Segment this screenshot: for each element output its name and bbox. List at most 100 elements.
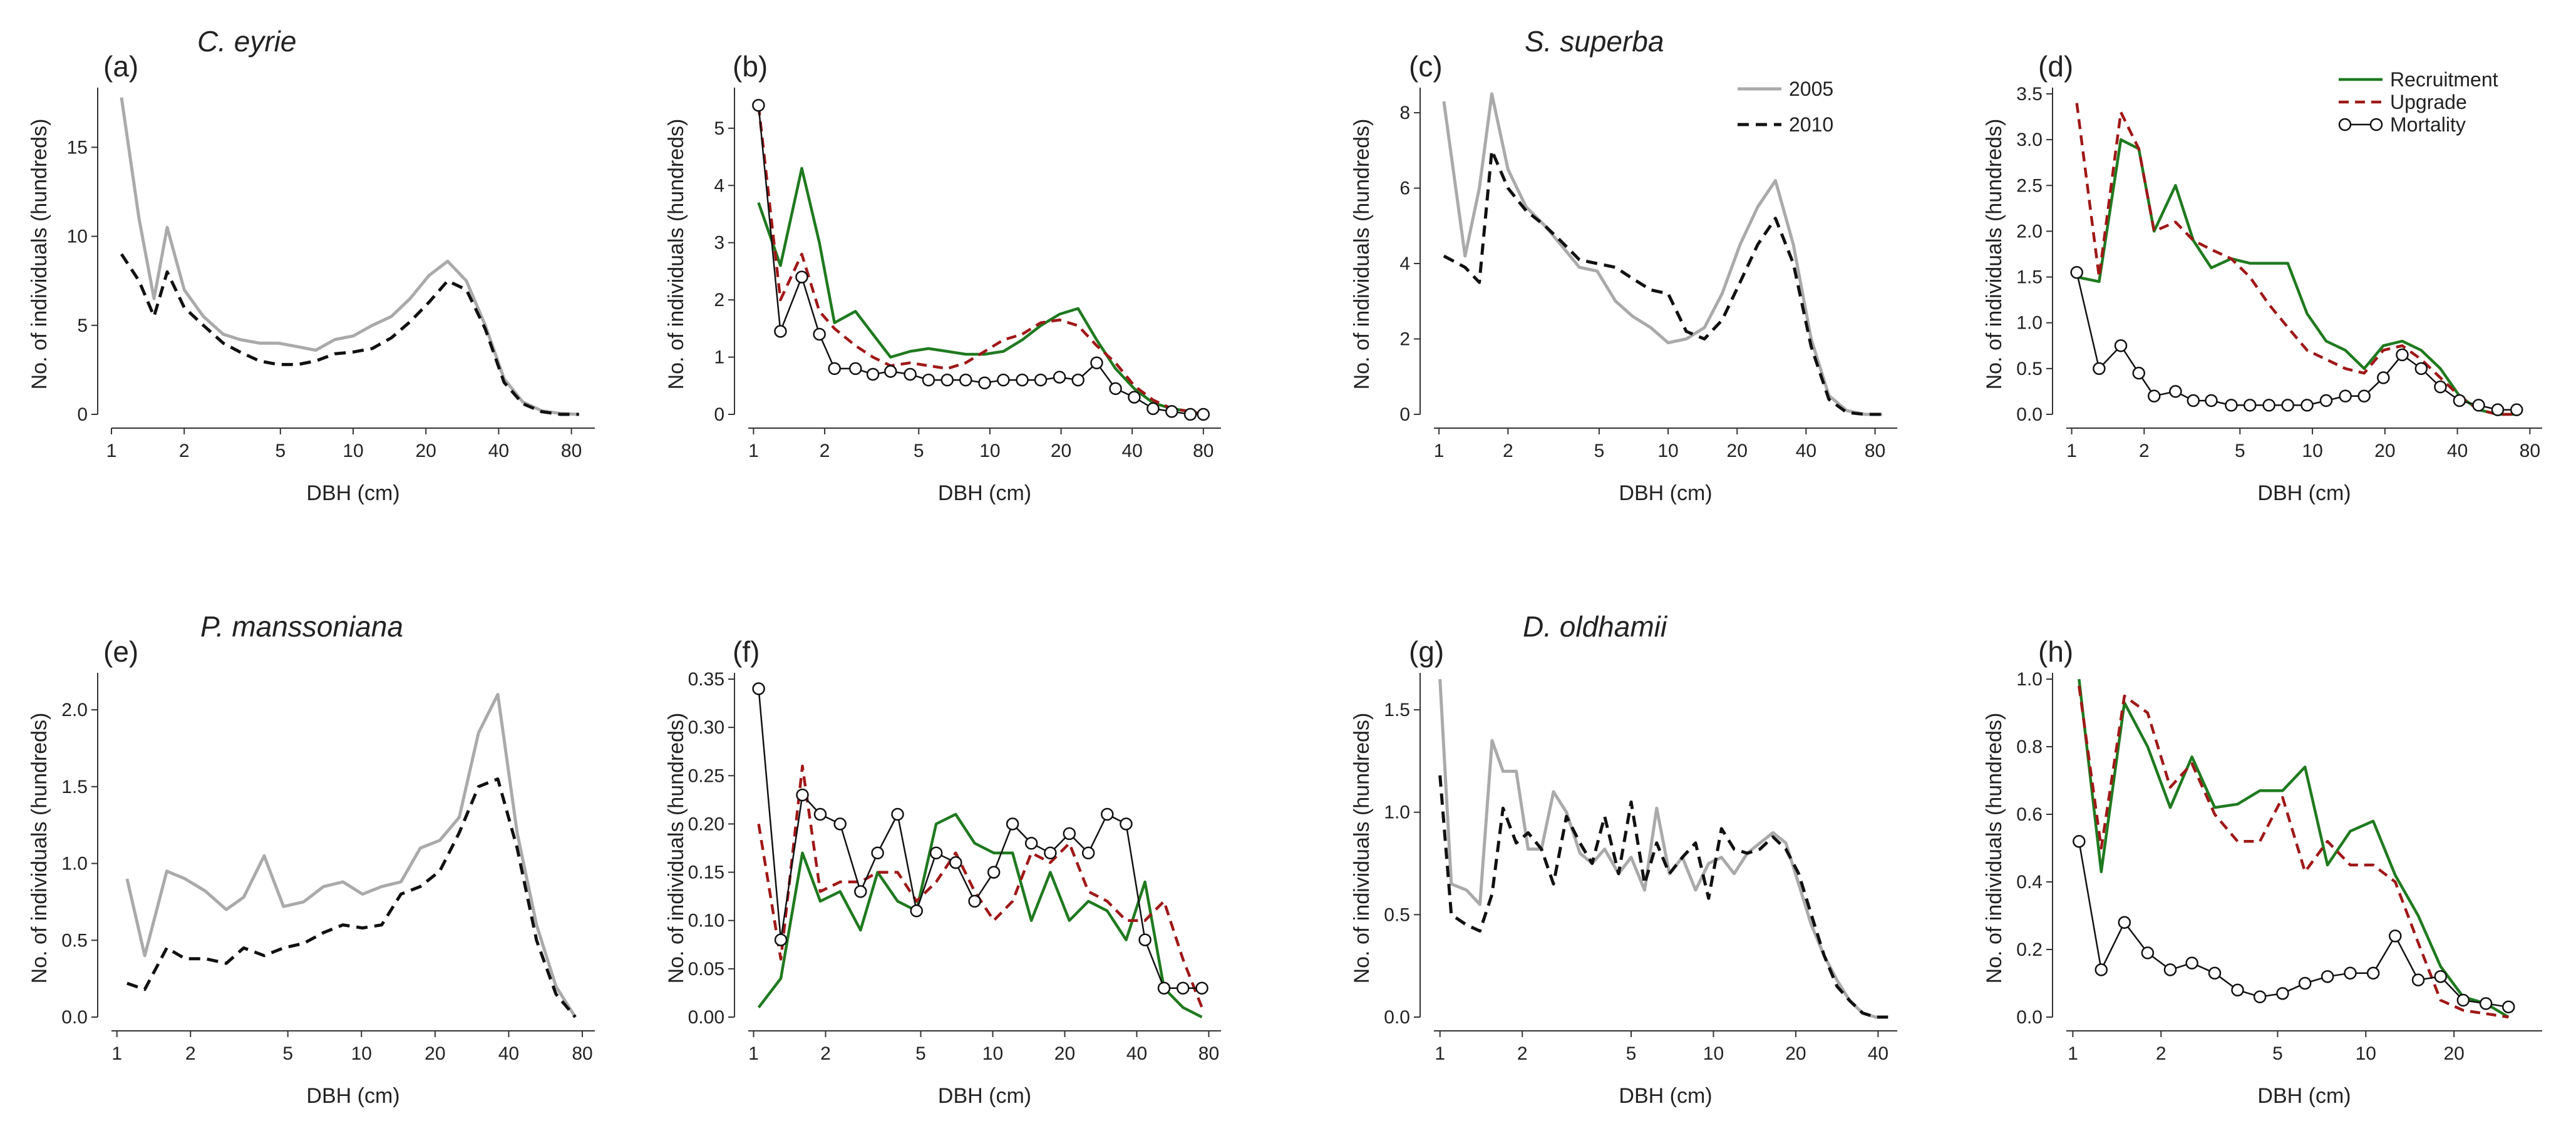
data-point-mortality (959, 373, 972, 387)
data-point-mortality (2414, 362, 2428, 376)
x-tick-label: 80 (572, 1043, 592, 1064)
data-point-mortality (1165, 405, 1178, 418)
legend-years: 2005 2010 (1738, 78, 1833, 136)
y-tick-label: 2.0 (2016, 221, 2043, 242)
y-tick-label: 0.15 (688, 862, 724, 883)
x-tick-label: 1 (106, 441, 117, 461)
x-tick-label: 40 (498, 1043, 519, 1064)
y-axis-title: No. of individuals (hundreds) (1350, 713, 1374, 984)
data-point-mortality (2114, 339, 2128, 352)
data-point-mortality (997, 373, 1010, 387)
data-point-mortality (2073, 834, 2086, 848)
series-line-2005 (125, 693, 577, 1018)
y-tick-label: 1.5 (1384, 700, 1410, 720)
data-point-mortality (884, 365, 897, 378)
legend-label-2005: 2005 (1789, 78, 1833, 100)
data-point-mortality (2262, 399, 2275, 412)
panel-label: (d) (2038, 50, 2073, 83)
data-point-mortality (891, 807, 904, 821)
data-point-mortality (2510, 403, 2523, 416)
panel-title: P. manssoniana (200, 610, 403, 643)
data-point-mortality (2205, 394, 2218, 407)
data-point-mortality (1081, 846, 1095, 859)
y-tick-label: 0.35 (688, 669, 724, 690)
data-point-mortality (828, 362, 841, 376)
x-tick-label: 1 (748, 1043, 759, 1064)
x-tick-label: 1 (1434, 441, 1445, 461)
data-point-mortality (2300, 399, 2314, 412)
panel-label: (e) (103, 635, 138, 668)
panel-h: (h) 1 2 5 10 20 0.0 0.2 0.4 0.6 0.8 1.0 DBH (cm) No. … (1982, 635, 2542, 1108)
data-point-mortality (752, 99, 765, 112)
x-tick-label: 1 (2068, 1043, 2078, 1064)
y-tick-label: 0.20 (688, 814, 724, 834)
y-tick-label: 15 (67, 137, 88, 158)
y-tick-label: 8 (1399, 103, 1410, 123)
data-point-mortality (1024, 837, 1038, 850)
x-tick-label: 20 (425, 1043, 445, 1064)
data-point-mortality (795, 270, 808, 284)
data-point-mortality (813, 327, 826, 341)
data-point-mortality (1101, 807, 1114, 821)
x-tick-label: 2 (185, 1043, 196, 1064)
x-tick-label: 40 (1121, 441, 1142, 461)
data-point-mortality (987, 866, 1001, 879)
x-tick-label: 20 (2374, 441, 2395, 461)
x-axis-title: DBH (cm) (1619, 1084, 1712, 1108)
x-tick-label: 5 (1626, 1043, 1637, 1064)
series-line-upgrade (2075, 103, 2517, 416)
panel-title: D. oldhamii (1523, 610, 1668, 643)
data-point-mortality (2377, 371, 2390, 384)
data-point-mortality (774, 325, 787, 338)
x-tick-label: 10 (979, 441, 1000, 461)
data-point-mortality (774, 933, 788, 946)
x-tick-label: 10 (351, 1043, 372, 1064)
x-tick-label: 5 (2235, 441, 2245, 461)
y-tick-label: 3.5 (2016, 84, 2043, 105)
data-point-mortality (968, 894, 981, 908)
series-line-recruitment (757, 166, 1204, 416)
data-point-mortality (2396, 348, 2409, 362)
data-point-mortality (2276, 986, 2289, 1000)
data-point-mortality (1063, 827, 1076, 841)
x-tick-label: 2 (820, 1043, 831, 1064)
series-line-2010 (126, 777, 577, 1018)
y-tick-label: 1.0 (1384, 802, 1410, 823)
panel-a: (a) C. eyrie 1 2 5 10 20 40 80 0 5 10 15 DBH (cm) No. … (28, 25, 595, 505)
x-tick-label: 40 (2447, 441, 2468, 461)
panel-b: (b) 1 2 5 10 20 40 80 0 1 2 3 4 5 DBH (cm) No. of indiv… (664, 50, 1221, 505)
data-point-mortality (1128, 391, 1141, 404)
panel-label: (f) (733, 635, 760, 668)
data-point-mortality (2479, 997, 2493, 1010)
x-axis-title: DBH (cm) (2257, 1084, 2351, 1108)
x-tick-label: 2 (2139, 441, 2150, 461)
data-point-mortality (1176, 981, 1190, 995)
panel-label: (b) (733, 50, 768, 83)
x-tick-label: 20 (1051, 441, 1071, 461)
data-point-mortality (1109, 382, 1122, 396)
y-tick-label: 5 (714, 118, 724, 139)
data-point-mortality (1090, 356, 1103, 369)
data-point-mortality (2253, 990, 2267, 1003)
x-tick-label: 40 (1796, 441, 1816, 461)
data-point-mortality (1053, 371, 1066, 384)
series-line-2005 (1438, 678, 1888, 1019)
data-point-mortality (1034, 373, 1048, 387)
data-point-mortality (848, 362, 862, 376)
x-tick-label: 20 (1785, 1043, 1806, 1064)
x-tick-label: 10 (343, 441, 363, 461)
data-point-mortality (2187, 394, 2200, 407)
y-tick-label: 0.5 (2016, 359, 2043, 379)
panel-d: (d) 1 2 5 10 20 40 80 0.0 0.5 1.0 1.5 2.0 2.5 3.0 3.5 DB… (1982, 50, 2542, 505)
x-tick-label: 10 (982, 1043, 1003, 1064)
data-point-mortality (1016, 373, 1029, 387)
y-tick-label: 0.2 (2016, 939, 2043, 960)
series-line-2010 (1443, 148, 1882, 416)
y-tick-label: 2.5 (2016, 175, 2043, 196)
x-tick-label: 1 (1435, 1043, 1445, 1064)
y-tick-label: 0.25 (688, 765, 724, 786)
x-tick-label: 5 (914, 441, 924, 461)
series-line-2005 (120, 97, 579, 416)
data-point-mortality (2456, 993, 2470, 1007)
y-tick-label: 5 (77, 315, 88, 336)
